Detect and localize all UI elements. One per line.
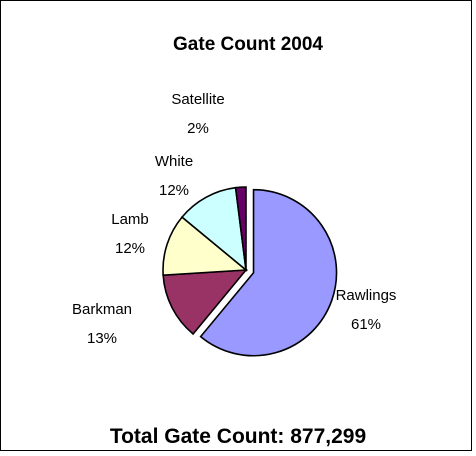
pie-slice-lamb: [162, 215, 249, 277]
pie-labels: Rawlings 61% Barkman 13% Lamb 12% White 12% Sate…: [72, 91, 396, 347]
pie-slices: [162, 186, 338, 357]
pie-slice-white: [180, 186, 248, 272]
slice-label-satellite: Satellite: [171, 91, 224, 108]
slice-percent-satellite: 2%: [187, 120, 209, 137]
slice-label-lamb: Lamb: [111, 211, 149, 228]
pie-slice-rawlings: [199, 188, 338, 357]
slice-label-white: White: [155, 153, 193, 170]
slice-percent-white: 12%: [159, 182, 189, 199]
total-gate-count: Total Gate Count: 877,299: [110, 425, 366, 448]
chart-title: Gate Count 2004: [173, 34, 323, 55]
slice-label-rawlings: Rawlings: [336, 287, 397, 304]
slice-percent-barkman: 13%: [87, 330, 117, 347]
slice-percent-lamb: 12%: [115, 240, 145, 257]
pie-slice-barkman: [162, 269, 248, 336]
pie-slice-satellite: [234, 186, 247, 271]
slice-label-barkman: Barkman: [72, 301, 132, 318]
slice-percent-rawlings: 61%: [351, 316, 381, 333]
